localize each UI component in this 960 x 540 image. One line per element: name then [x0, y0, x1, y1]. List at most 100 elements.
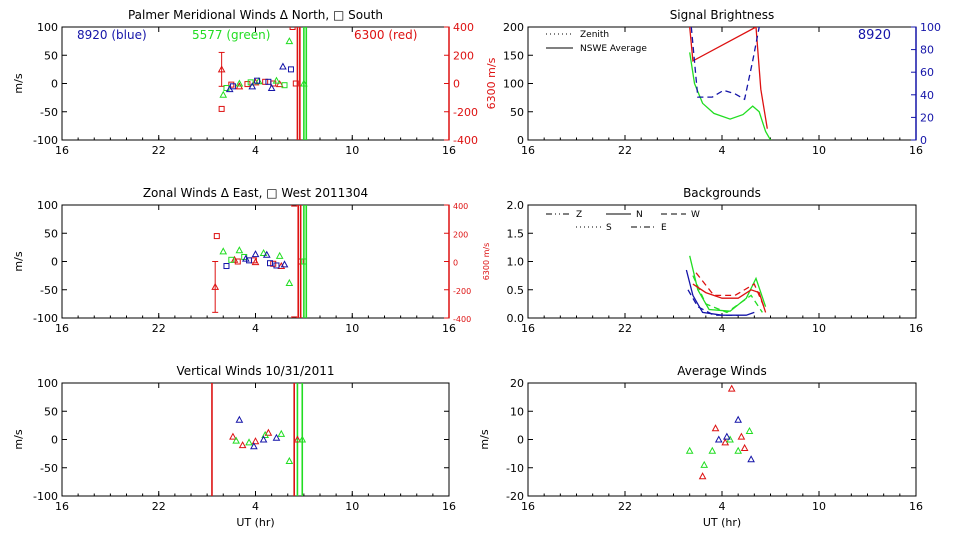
- data-point-triangle: [285, 278, 294, 286]
- series-line: [695, 272, 765, 307]
- data-point-square: [300, 258, 307, 265]
- y-tick-label: 100: [37, 377, 58, 390]
- data-point-triangle: [229, 432, 237, 440]
- x-tick-label: 22: [152, 322, 166, 335]
- data-point-square: [267, 260, 274, 267]
- data-point-triangle: [251, 437, 260, 445]
- y2-tick-label: 20: [920, 111, 934, 124]
- plot-frame: [527, 382, 917, 497]
- data-point-triangle: [272, 76, 281, 84]
- y-tick-label: 50: [44, 405, 58, 418]
- y-tick-label: 0: [51, 256, 58, 269]
- data-point-triangle: [277, 261, 286, 270]
- y-axis-label: m/s: [12, 429, 25, 449]
- x-tick-label: 16: [521, 144, 535, 157]
- panel-1: Palmer Meridional Winds Δ North, □ South…: [12, 8, 498, 157]
- y-tick-label: 0.5: [507, 284, 525, 297]
- series-group: [211, 205, 307, 318]
- x-tick-label: 16: [909, 144, 923, 157]
- legend-label: Zenith: [580, 30, 609, 40]
- y2-tick-label: 60: [920, 66, 934, 79]
- legend-label: 5577 (green): [192, 28, 270, 42]
- data-point-triangle: [238, 441, 247, 449]
- y-tick-label: 100: [37, 199, 58, 212]
- y2-axis-label: 6300 m/s: [485, 57, 498, 109]
- chart-title: Zonal Winds Δ East, □ West 2011304: [143, 186, 368, 200]
- series-group: [685, 384, 755, 480]
- data-point-triangle: [714, 435, 723, 443]
- y-tick-label: 200: [503, 21, 524, 34]
- data-point-triangle: [279, 62, 287, 70]
- series-line: [692, 275, 763, 314]
- data-point-square: [292, 80, 299, 87]
- data-point-triangle: [254, 77, 263, 85]
- data-point-triangle: [685, 446, 694, 454]
- plot-frame: [527, 204, 917, 319]
- y-tick-label: -100: [33, 490, 58, 503]
- data-point-square: [262, 78, 269, 85]
- x-axis-label: UT (hr): [703, 516, 741, 529]
- y-tick-label: 0: [517, 434, 524, 447]
- data-point-triangle: [285, 456, 294, 464]
- x-tick-label: 10: [345, 322, 359, 335]
- data-point-square: [289, 27, 296, 30]
- data-point-triangle: [747, 455, 755, 463]
- legend-label: N: [636, 210, 643, 220]
- y-tick-label: 0: [517, 134, 524, 147]
- data-point-square: [287, 66, 294, 73]
- plot-frame: [61, 204, 450, 319]
- data-point-triangle: [734, 415, 743, 423]
- x-tick-label: 4: [719, 144, 726, 157]
- data-point-triangle: [264, 428, 273, 436]
- data-point-triangle: [232, 436, 240, 444]
- data-point-triangle: [698, 472, 707, 480]
- data-point-square: [281, 82, 288, 89]
- x-tick-label: 16: [442, 144, 456, 157]
- data-point-square: [228, 256, 235, 263]
- y-tick-label: 2.0: [507, 199, 525, 212]
- data-point-triangle: [219, 90, 228, 98]
- panel-2: Zonal Winds Δ East, □ West 2011304 16 22 4 1…: [12, 186, 491, 335]
- y-axis-label: m/s: [12, 73, 25, 93]
- x-tick-label: 16: [442, 500, 456, 513]
- y-tick-label: -100: [33, 134, 58, 147]
- x-tick-label: 4: [252, 322, 259, 335]
- x-tick-label: 16: [521, 322, 535, 335]
- x-tick-label: 16: [55, 144, 69, 157]
- data-point-square: [265, 78, 272, 85]
- series-line: [690, 27, 760, 101]
- x-tick-label: 22: [152, 500, 166, 513]
- y2-tick-label: 200: [453, 49, 474, 62]
- y2-tick-label: 80: [920, 44, 934, 57]
- x-tick-label: 22: [618, 144, 632, 157]
- x-tick-label: 4: [252, 500, 259, 513]
- data-point-square: [273, 262, 280, 269]
- chart-title: Average Winds: [677, 364, 767, 378]
- data-point-square: [270, 260, 277, 267]
- series-group: [689, 27, 772, 140]
- legend-label: 8920 (blue): [77, 28, 147, 42]
- y-tick-label: 0: [51, 434, 58, 447]
- y-tick-label: -100: [33, 312, 58, 325]
- y-tick-label: 1.5: [507, 227, 525, 240]
- x-tick-label: 10: [345, 144, 359, 157]
- y2-tick-label: 400: [453, 202, 468, 211]
- y-tick-label: 100: [37, 21, 58, 34]
- x-tick-label: 4: [252, 144, 259, 157]
- y2-tick-label: 40: [920, 89, 934, 102]
- y2-tick-label: -200: [453, 106, 478, 119]
- x-axis-label: UT (hr): [236, 516, 274, 529]
- series-group: [229, 415, 307, 464]
- x-tick-label: 22: [618, 322, 632, 335]
- x-tick-label: 10: [812, 322, 826, 335]
- data-point-triangle: [723, 432, 731, 440]
- data-point-square: [244, 81, 251, 88]
- x-tick-label: 16: [521, 500, 535, 513]
- data-point-square: [213, 233, 220, 240]
- y-tick-label: -50: [40, 106, 58, 119]
- y2-tick-label: 100: [920, 21, 941, 34]
- x-tick-label: 16: [55, 322, 69, 335]
- data-point-triangle: [245, 438, 253, 446]
